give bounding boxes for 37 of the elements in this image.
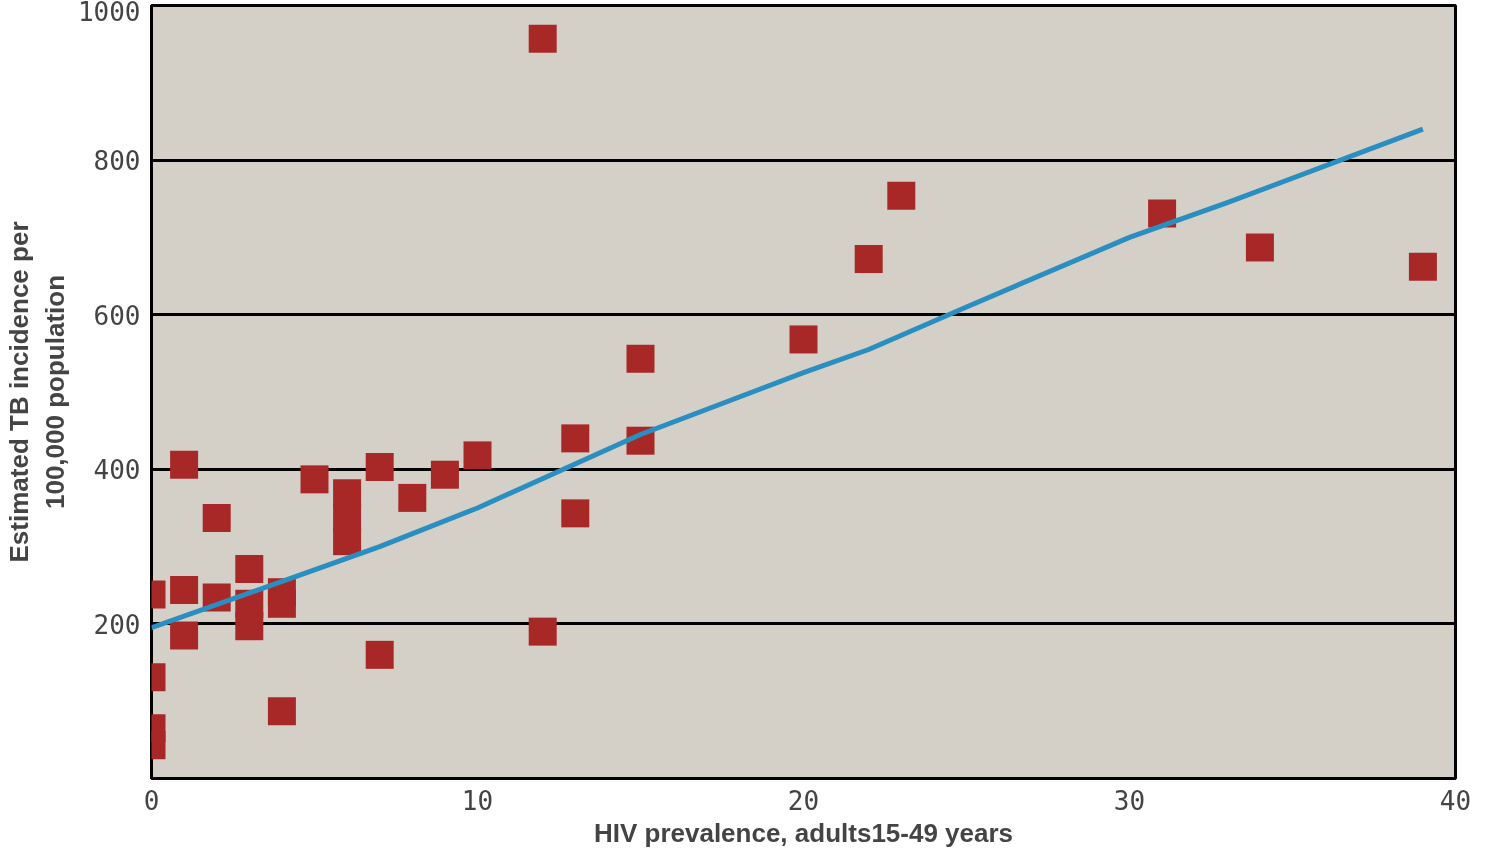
point xyxy=(300,465,329,494)
point xyxy=(430,460,459,489)
y-axis-title: Estimated TB incidence per 100,000 population xyxy=(3,221,70,563)
x-tick-label: 30 xyxy=(1113,785,1146,816)
point xyxy=(626,344,655,373)
y-tick-label: 600 xyxy=(93,300,141,331)
x-tick-label: 10 xyxy=(461,785,494,816)
point xyxy=(528,617,557,646)
point xyxy=(202,504,231,532)
point xyxy=(170,575,199,604)
point xyxy=(235,555,264,584)
y-tick-label: 200 xyxy=(93,609,141,640)
point xyxy=(333,527,362,556)
y-tick-label: 1000 xyxy=(77,0,141,27)
point xyxy=(267,589,296,618)
x-axis-title: HIV prevalence, adults15-49 years xyxy=(593,817,1014,848)
point xyxy=(887,181,916,210)
point xyxy=(398,483,427,512)
point xyxy=(463,441,492,470)
point xyxy=(365,452,394,481)
y-tick-label: 800 xyxy=(93,146,141,177)
point xyxy=(170,621,199,650)
point xyxy=(561,499,590,528)
point xyxy=(1408,252,1437,281)
point xyxy=(561,424,590,453)
point xyxy=(789,325,818,354)
point xyxy=(170,450,199,479)
point xyxy=(365,640,394,669)
x-tick-label: 0 xyxy=(143,785,160,816)
y-tick-label: 400 xyxy=(93,455,141,486)
x-tick-label: 20 xyxy=(787,785,820,816)
point xyxy=(1245,233,1274,262)
point xyxy=(267,697,296,726)
x-tick-label: 40 xyxy=(1439,785,1472,816)
point xyxy=(528,24,557,53)
point xyxy=(854,245,883,274)
point xyxy=(235,612,264,641)
